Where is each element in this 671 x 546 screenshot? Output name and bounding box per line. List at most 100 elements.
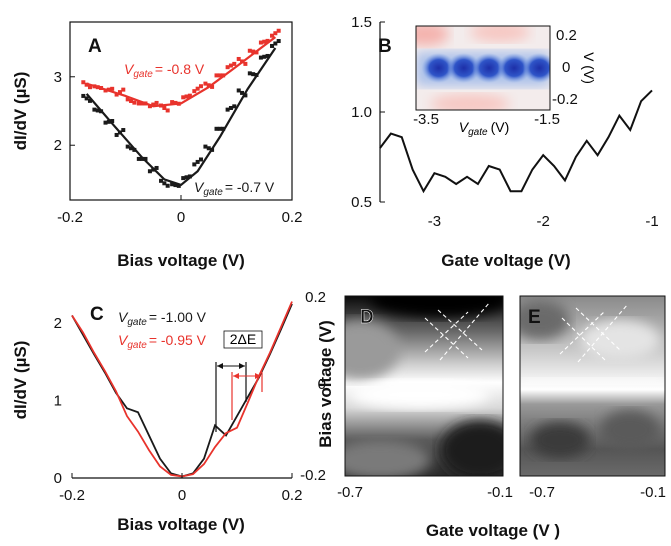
panel-a-point xyxy=(265,38,270,43)
panel-a-point xyxy=(110,86,115,91)
panel-a-point xyxy=(192,89,197,94)
panel-b-inset-blob xyxy=(497,53,532,83)
panel-a-point xyxy=(129,99,134,104)
panel-a-point xyxy=(95,108,100,113)
panel-c-delta-label: 2ΔE xyxy=(230,331,256,347)
panel-a-point xyxy=(228,105,233,110)
panel-c-ylabel: dI/dV (µS) xyxy=(11,341,30,420)
panel-a-point xyxy=(251,72,256,77)
panel-a-point xyxy=(92,107,97,112)
panel-d-ytick-top: 0.2 xyxy=(305,289,326,306)
panel-e-xtick-right: -0.1 xyxy=(640,484,666,501)
panel-a-point xyxy=(87,85,92,90)
panel-a-point xyxy=(262,39,267,44)
panel-b-inset-xtick-left: -3.5 xyxy=(413,111,439,128)
panel-a-point xyxy=(247,71,252,76)
panel-a-point xyxy=(258,40,263,45)
panel-a-point xyxy=(121,87,126,92)
panel-b-inset-blob xyxy=(421,53,456,83)
panel-a-point xyxy=(251,49,256,54)
panel-a-ticks: -0.2 0 0.2 2 3 xyxy=(54,69,303,226)
panel-a-point xyxy=(170,182,175,187)
panel-a-ylabel: dI/dV (µS) xyxy=(11,72,30,151)
panel-c-letter: C xyxy=(90,304,104,325)
panel-a-point xyxy=(162,181,167,186)
panel-b: -3 -2 -1 0.5 1.0 1.5 B -3.5 -1.5 Vgate (V) 0.2… xyxy=(351,14,659,270)
panel-d-ytick-mid: 0 xyxy=(318,376,326,393)
panel-a-point xyxy=(159,178,164,183)
panel-a-point xyxy=(176,183,181,188)
panel-a-point xyxy=(87,98,92,103)
panel-a-point xyxy=(125,144,130,149)
panel-a-ytick-label: 3 xyxy=(54,69,62,86)
panel-a-point xyxy=(214,73,219,78)
panel-a-point xyxy=(198,84,203,89)
panel-c-black-label: Vgate = -1.00 V xyxy=(118,309,207,328)
panel-a-point xyxy=(232,104,237,109)
panel-d-xtick-left: -0.7 xyxy=(337,484,363,501)
panel-a-point xyxy=(136,101,141,106)
panel-a-point xyxy=(192,162,197,167)
panel-b-xtick-label: -3 xyxy=(428,213,441,230)
panel-a-black-label: Vgate = -0.7 V xyxy=(194,179,275,198)
panel-de-xlabel: Gate voltage (V ) xyxy=(426,521,560,540)
panel-a-point xyxy=(206,83,211,88)
panel-a-red-series xyxy=(81,28,281,113)
panel-a-red-label: Vgate = -0.8 V xyxy=(124,61,205,80)
panel-a-xlabel: Bias voltage (V) xyxy=(117,251,245,270)
panel-b-ticks: -3 -2 -1 0.5 1.0 1.5 xyxy=(351,14,659,230)
panel-a-point xyxy=(221,126,226,131)
panel-a-fit-line xyxy=(86,36,277,108)
panel-a-point xyxy=(243,61,248,66)
panel-a-point xyxy=(173,183,178,188)
panel-a-point xyxy=(210,84,215,89)
panel-a-point xyxy=(228,63,233,68)
panel-a-point xyxy=(117,90,122,95)
panel-b-inset-ytick-top: 0.2 xyxy=(556,27,577,44)
panel-b-inset-blob xyxy=(472,53,506,83)
panel-d-ylabel: Bias voltage (V) xyxy=(316,320,335,448)
panel-a-point xyxy=(154,100,159,105)
panel-a-fit-line xyxy=(85,47,277,187)
panel-b-inset-blobs xyxy=(421,53,550,83)
panel-a-point xyxy=(206,146,211,151)
panel-b-ytick-label: 0.5 xyxy=(351,194,372,211)
panel-a-point xyxy=(154,165,159,170)
panel-a-point xyxy=(276,28,281,33)
panel-a-point xyxy=(217,126,222,131)
panel-a-point xyxy=(184,175,189,180)
panel-e: E -0.7 -0.1 Gate voltage (V ) xyxy=(426,295,666,540)
panel-d: D 0.2 0 -0.2 -0.7 -0.1 Bias voltage (V) xyxy=(300,289,513,501)
panel-a-point xyxy=(203,81,208,86)
panel-a-point xyxy=(270,43,275,48)
panel-a-point xyxy=(143,156,148,161)
panel-a-point xyxy=(236,56,241,61)
panel-b-inset: -3.5 -1.5 Vgate (V) 0.2 0 -0.2 V (V) xyxy=(413,25,597,138)
panel-a-point xyxy=(136,156,141,161)
panel-a-point xyxy=(129,146,134,151)
panel-c-red-label: Vgate = -0.95 V xyxy=(118,332,207,351)
panel-b-inset-ytick-bottom: -0.2 xyxy=(552,91,578,108)
panel-a-point xyxy=(110,118,115,123)
panel-a-point xyxy=(262,54,267,59)
panel-a-point xyxy=(81,93,86,98)
panel-a-black-series xyxy=(81,39,281,188)
panel-b-inset-ytick-mid: 0 xyxy=(562,59,570,76)
panel-d-heatmap xyxy=(345,296,503,476)
panel-b-inset-ylabel: V (V) xyxy=(581,52,597,84)
panel-b-xtick-label: -2 xyxy=(537,213,550,230)
panel-c-red-line xyxy=(71,301,293,478)
panel-b-ytick-label: 1.5 xyxy=(351,14,372,31)
panel-e-xtick-left: -0.7 xyxy=(529,484,555,501)
panel-a-point xyxy=(247,48,252,53)
panel-a-point xyxy=(114,92,119,97)
panel-c-ytick-label: 0 xyxy=(54,470,62,487)
panel-a-xtick-label: -0.2 xyxy=(57,209,83,226)
panel-d-xtick-right: -0.1 xyxy=(487,484,513,501)
panel-a-point xyxy=(147,169,152,174)
panel-a-point xyxy=(181,95,186,100)
panel-a-point xyxy=(106,119,111,124)
